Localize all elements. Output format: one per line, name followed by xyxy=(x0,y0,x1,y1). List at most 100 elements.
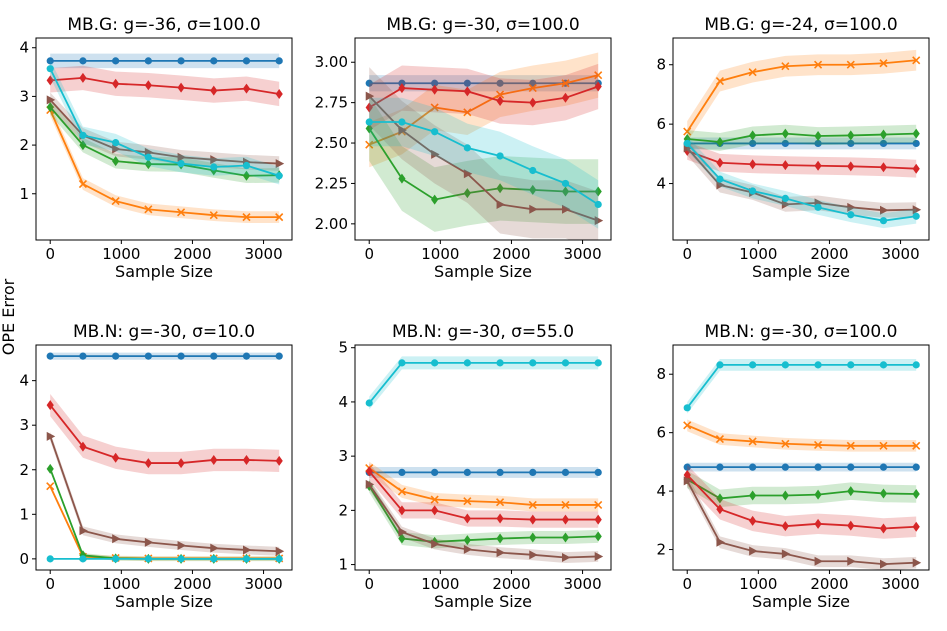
data-point xyxy=(814,203,822,211)
data-point xyxy=(749,515,757,526)
data-point xyxy=(496,548,506,558)
data-point xyxy=(210,85,218,96)
y-tick-label: 2 xyxy=(656,541,666,559)
data-point xyxy=(431,84,439,95)
data-point xyxy=(112,78,120,89)
series-line xyxy=(686,480,917,566)
data-point xyxy=(814,556,824,566)
x-tick-label: 1000 xyxy=(102,245,140,263)
confidence-band xyxy=(687,141,917,178)
series-orange xyxy=(365,461,603,512)
data-point xyxy=(594,200,602,209)
data-point xyxy=(879,559,889,569)
y-tick-label: 2.25 xyxy=(315,174,348,192)
x-tick-label: 1000 xyxy=(421,575,459,593)
series-green xyxy=(365,479,602,549)
data-point xyxy=(365,102,373,113)
axes-frame xyxy=(35,37,293,241)
y-tick-label: 0 xyxy=(19,550,29,568)
data-point xyxy=(177,159,185,168)
plot-area xyxy=(46,53,285,223)
y-tick-label: 1 xyxy=(19,185,29,203)
x-tick-label: 1000 xyxy=(421,245,459,263)
data-point xyxy=(46,95,56,105)
data-point xyxy=(879,129,888,140)
subplot-title: MB.N: g=-30, σ=100.0 xyxy=(705,322,898,342)
confidence-band xyxy=(369,479,599,549)
data-point xyxy=(847,556,856,566)
data-point xyxy=(912,489,920,500)
data-point xyxy=(561,92,570,103)
data-point xyxy=(112,555,120,563)
data-point xyxy=(112,57,120,65)
data-point xyxy=(912,361,920,369)
x-tick-label: 1000 xyxy=(739,245,777,263)
data-point xyxy=(716,463,724,471)
x-tick-label: 3000 xyxy=(244,245,282,263)
data-point xyxy=(79,72,87,83)
data-point xyxy=(242,545,252,555)
y-tick-label: 8 xyxy=(656,56,666,74)
data-point xyxy=(365,479,375,489)
series-line xyxy=(368,470,599,521)
data-point xyxy=(210,454,218,465)
data-point xyxy=(594,216,604,226)
data-point xyxy=(398,468,406,477)
data-point xyxy=(431,149,440,159)
data-point xyxy=(144,80,152,91)
data-point xyxy=(879,205,889,215)
data-point xyxy=(846,441,855,450)
data-point xyxy=(177,458,185,469)
data-point xyxy=(847,130,855,141)
y-tick-label: 1 xyxy=(19,505,29,523)
data-point xyxy=(912,521,920,532)
data-point xyxy=(716,157,724,168)
y-tick-label: 3.00 xyxy=(315,53,348,71)
data-point xyxy=(594,71,603,80)
data-point xyxy=(683,463,691,471)
y-tick-label: 4 xyxy=(656,482,666,500)
y-tick-label: 2.00 xyxy=(315,215,348,233)
series-orange xyxy=(683,49,921,142)
data-point xyxy=(749,490,757,501)
data-point xyxy=(847,361,855,369)
series-cyan xyxy=(365,356,602,410)
plot-area xyxy=(365,52,604,240)
confidence-band xyxy=(369,96,599,232)
data-point xyxy=(397,487,406,496)
data-point xyxy=(398,118,406,126)
data-point xyxy=(847,211,855,219)
x-tick-label: 2000 xyxy=(492,575,530,593)
data-point xyxy=(781,139,789,148)
data-point xyxy=(529,532,537,543)
x-tick-label: 3000 xyxy=(881,245,919,263)
data-point xyxy=(781,439,790,448)
subplot-5: MB.N: g=-30, σ=55.0 0 1000 2000 3000 1 2 3 4 5 Sam… xyxy=(338,322,612,611)
subplot-2: MB.G: g=-30, σ=100.0 0 1000 2000 3000 2.00 2.2… xyxy=(315,15,612,281)
data-point xyxy=(431,539,440,549)
data-point xyxy=(496,152,504,160)
data-point xyxy=(814,160,822,171)
y-tick-label: 5 xyxy=(338,339,348,357)
data-point xyxy=(496,513,504,524)
data-point xyxy=(365,91,375,101)
data-point xyxy=(46,65,54,73)
x-tick-label: 2000 xyxy=(173,245,211,263)
data-point xyxy=(242,555,251,563)
data-point xyxy=(463,169,473,179)
data-point xyxy=(242,352,251,360)
data-point xyxy=(561,553,571,563)
data-point xyxy=(683,127,692,136)
confidence-band xyxy=(687,49,917,142)
data-point xyxy=(529,468,537,477)
data-point xyxy=(242,57,251,65)
data-point xyxy=(749,139,757,148)
series-red xyxy=(46,65,283,107)
data-point xyxy=(912,56,921,65)
data-point xyxy=(749,130,757,141)
data-point xyxy=(210,352,218,360)
data-point xyxy=(365,140,374,149)
data-point xyxy=(242,161,251,170)
data-point xyxy=(749,361,757,369)
